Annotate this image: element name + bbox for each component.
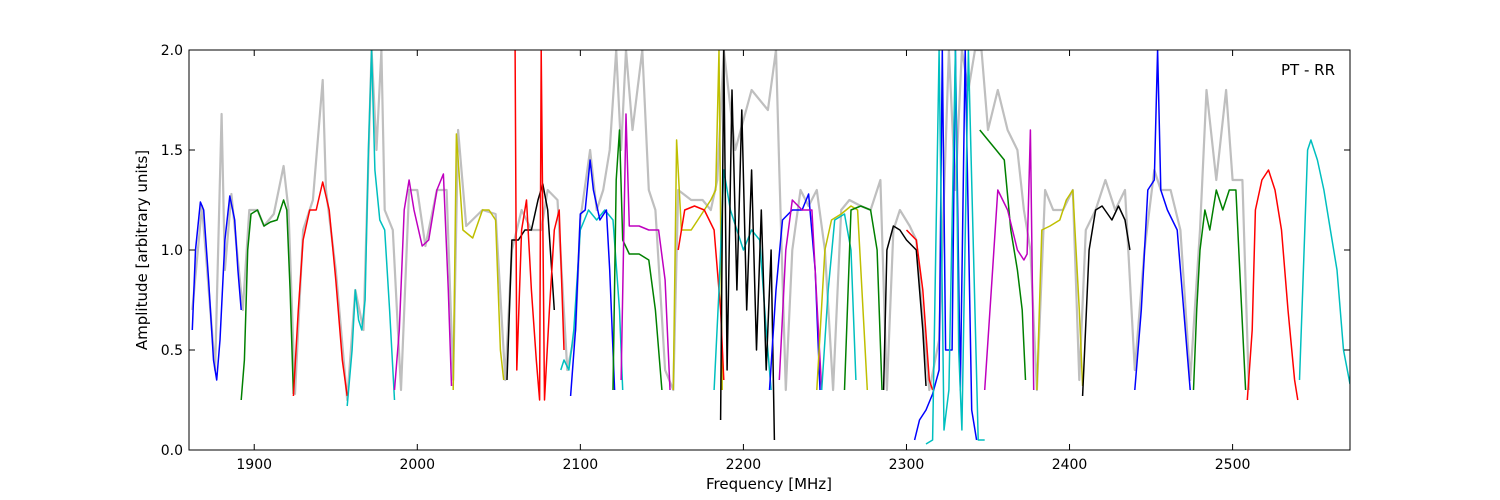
x-axis-title: Frequency [MHz]	[706, 475, 832, 493]
series-line-20	[820, 213, 857, 391]
series-line-14	[677, 205, 725, 381]
series-line-13	[672, 50, 723, 391]
annotation-label: PT - RR	[1281, 61, 1335, 79]
x-tick-label: 2500	[1215, 457, 1251, 473]
y-tick-label: 1.5	[161, 143, 183, 159]
series-line-21	[843, 205, 883, 391]
x-tick-label: 2100	[563, 457, 599, 473]
x-tick-label: 2400	[1052, 457, 1088, 473]
series-line-18	[778, 199, 823, 391]
series-line-23	[905, 229, 934, 391]
series-line-22	[882, 225, 927, 391]
series-line-8	[514, 50, 565, 401]
series-line-2	[240, 199, 295, 401]
series-line-25	[925, 50, 985, 445]
x-tick-label: 2000	[399, 457, 435, 473]
series-line-24	[913, 50, 978, 441]
series-line-4	[346, 50, 396, 407]
series-line-1	[191, 195, 242, 381]
series-line-5	[393, 173, 453, 391]
y-tick-label: 0.5	[161, 343, 183, 359]
ticks-layer: 1900 2000 2100 2200 2300 2400 2500 0.0 0.5 1.0 1.5…	[161, 43, 1350, 473]
series-line-32	[1246, 169, 1299, 401]
series-line-26	[979, 129, 1027, 381]
series-line-28	[1036, 189, 1084, 391]
series-line-3	[292, 181, 348, 397]
series-line-6	[452, 133, 505, 391]
y-tick-label: 1.0	[161, 243, 183, 259]
series-layer	[191, 50, 1350, 445]
series-line-31	[1192, 189, 1247, 391]
series-line-19	[816, 205, 869, 391]
y-tick-label: 2.0	[161, 43, 183, 59]
x-tick-label: 1900	[236, 457, 272, 473]
series-line-33	[1298, 139, 1350, 385]
series-line-7	[506, 183, 556, 381]
series-line-10	[569, 159, 616, 397]
y-tick-label: 0.0	[161, 443, 183, 459]
series-line-27	[983, 129, 1035, 391]
y-axis-title: Amplitude [arbitrary units]	[133, 150, 151, 350]
x-tick-label: 2200	[726, 457, 762, 473]
series-line-16	[719, 50, 776, 441]
series-line-11	[612, 129, 663, 391]
x-tick-label: 2300	[889, 457, 925, 473]
series-line-30	[1134, 50, 1191, 391]
series-line-29	[1081, 205, 1131, 397]
series-line-12	[620, 113, 671, 391]
